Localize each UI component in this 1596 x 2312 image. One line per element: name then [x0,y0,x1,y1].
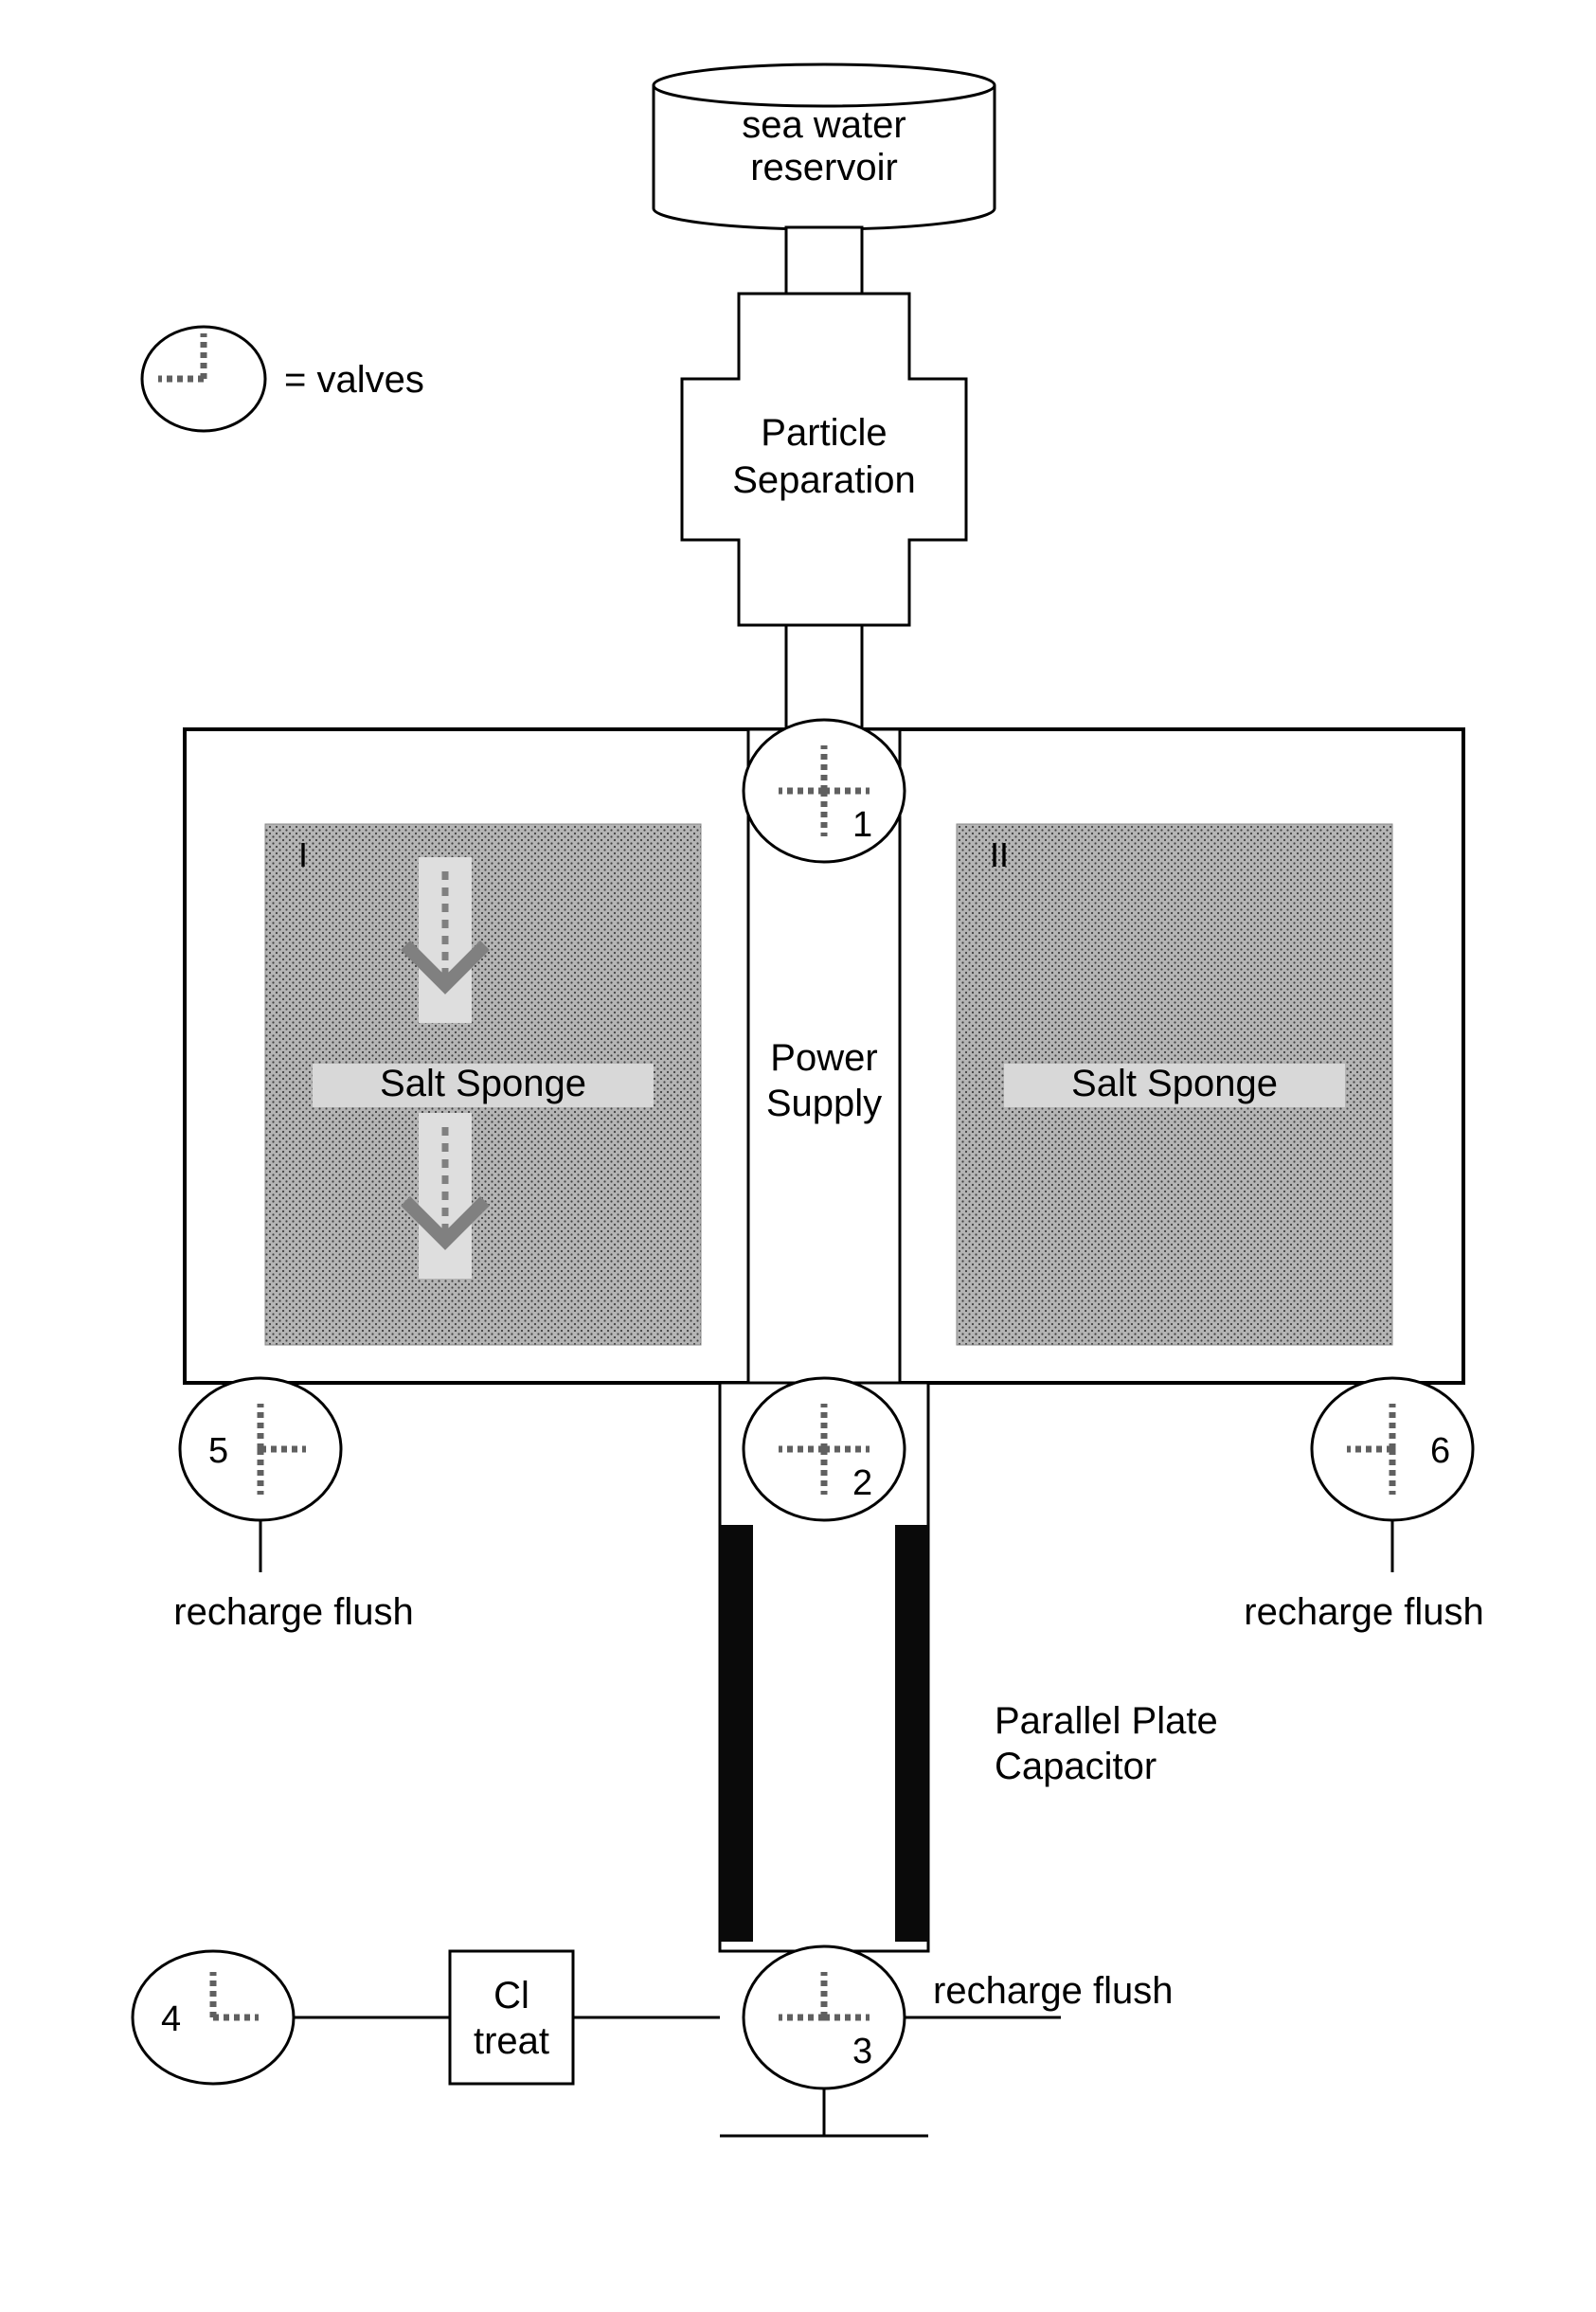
recharge-flush-5-label: recharge flush [173,1591,413,1633]
svg-text:treat: treat [474,2020,549,2062]
svg-text:Separation: Separation [732,459,915,501]
svg-text:3: 3 [852,2032,872,2071]
capacitor-plate-left [720,1525,753,1942]
conduit-top [786,625,862,729]
svg-text:II: II [990,835,1009,874]
valve-4: 4 [133,1951,294,2084]
svg-text:6: 6 [1430,1431,1450,1471]
svg-text:Supply: Supply [766,1083,882,1124]
valve-5: 5 [180,1378,341,1520]
reservoir-label-2: reservoir [750,147,898,188]
recharge-flush-6-label: recharge flush [1244,1591,1483,1633]
valve-6: 6 [1312,1378,1473,1520]
flow-arrow-2 [419,1113,472,1279]
valve-2: 2 [744,1378,905,1520]
capacitor-label-2: Capacitor [995,1746,1157,1787]
salt-sponge-right: II Salt Sponge [957,824,1392,1345]
recharge-flush-3-label: recharge flush [933,1970,1173,2012]
svg-text:I: I [298,835,308,874]
capacitor-plate-right [895,1525,928,1942]
valve-3: 3 [744,1946,905,2088]
svg-text:Power: Power [770,1037,877,1079]
svg-text:Cl: Cl [493,1975,529,2016]
flow-arrow-1 [419,857,472,1023]
svg-text:4: 4 [161,1999,181,2039]
svg-text:Salt Sponge: Salt Sponge [380,1063,586,1104]
svg-text:Salt Sponge: Salt Sponge [1071,1063,1278,1104]
svg-text:2: 2 [852,1463,872,1503]
svg-text:5: 5 [208,1431,228,1471]
svg-text:1: 1 [852,805,872,845]
reservoir-label-1: sea water [742,104,906,146]
svg-text:Particle: Particle [761,412,887,454]
cl-treat-box [450,1951,573,2084]
valve-1: 1 [744,720,905,862]
capacitor-label-1: Parallel Plate [995,1700,1218,1742]
salt-sponge-left: I Salt Sponge [265,824,701,1345]
svg-text:= valves: = valves [284,359,424,401]
